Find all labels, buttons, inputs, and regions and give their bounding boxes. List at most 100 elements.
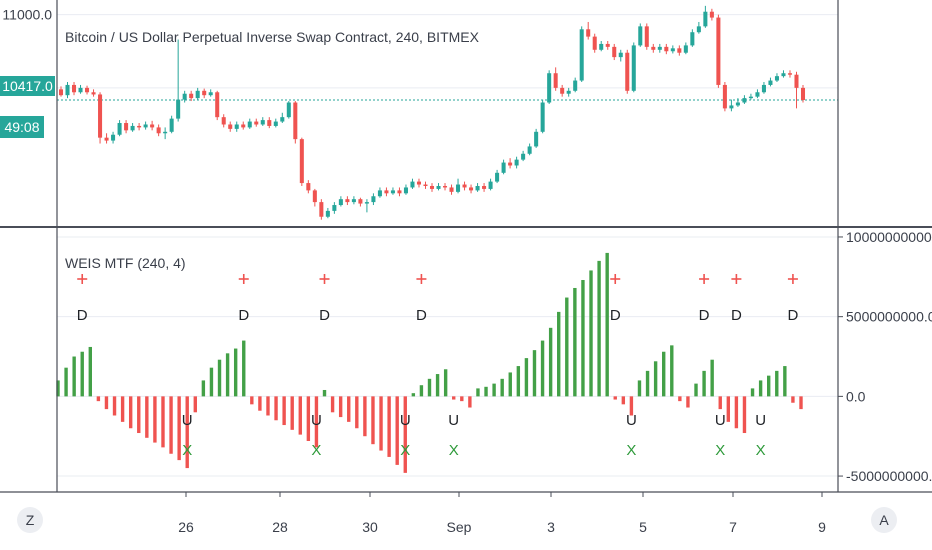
candle [482, 183, 487, 192]
candle [442, 183, 448, 191]
weis-bar [758, 380, 763, 397]
weis-grid [57, 236, 838, 477]
candle [579, 26, 584, 83]
weis-bar [565, 297, 569, 397]
cross-marker [699, 274, 710, 284]
zoom-button[interactable]: Z [17, 507, 43, 533]
candle [638, 23, 643, 47]
candle [690, 29, 695, 47]
cross-marker [416, 274, 427, 284]
d-marker: D [699, 307, 710, 324]
weis-bar [137, 396, 141, 434]
candle [787, 70, 793, 78]
weis-bar [403, 396, 407, 473]
candle [794, 71, 799, 109]
candle [423, 181, 428, 189]
candle [586, 21, 591, 40]
candle [514, 156, 519, 169]
weis-bar [750, 388, 755, 397]
auto-scale-button[interactable]: A [871, 507, 897, 533]
candle [150, 120, 155, 131]
candle [137, 123, 142, 131]
weis-bar [72, 356, 76, 397]
candle [286, 101, 291, 119]
weis-bar [581, 280, 585, 397]
candle [202, 88, 207, 99]
candle [456, 178, 461, 194]
candle [664, 43, 669, 55]
u-marker: U [400, 412, 411, 429]
candle [247, 118, 252, 129]
candle [163, 127, 168, 140]
candle [722, 82, 727, 112]
d-marker: D [77, 307, 88, 324]
candle [293, 101, 298, 144]
weis-bar [573, 287, 577, 397]
cross-marker [238, 274, 249, 284]
candle [130, 123, 135, 132]
candle [605, 41, 610, 50]
time-axis-labels: 26 28 30 Sep 3 5 7 9 [178, 492, 826, 535]
candle [501, 159, 506, 175]
candle [104, 133, 109, 144]
last-price-tag: 10417.0 [0, 76, 55, 96]
x-marker: X [715, 442, 725, 459]
time-tick-label: 9 [818, 519, 826, 535]
countdown-tag: 49:08 [0, 116, 44, 138]
candle [748, 93, 753, 100]
candle [85, 85, 90, 95]
weis-bar [177, 396, 181, 461]
candle [403, 184, 408, 195]
weis-bar-series [56, 252, 803, 473]
weis-bar [686, 396, 690, 408]
candle [267, 117, 272, 129]
candle [156, 124, 161, 137]
candle [683, 42, 688, 55]
x-marker: X [182, 442, 192, 459]
candle [547, 70, 552, 104]
weis-bar [250, 396, 254, 405]
weis-bar [443, 369, 448, 397]
weis-tick-label: 5000000000.0 [846, 309, 932, 325]
weis-bar [484, 386, 488, 397]
candle [573, 77, 578, 93]
weis-bar [330, 396, 335, 413]
candle [384, 187, 389, 197]
weis-bar [314, 396, 319, 448]
weis-bar [411, 393, 416, 397]
weis-bar [613, 396, 617, 400]
candle [768, 77, 773, 87]
candle [241, 121, 246, 130]
weis-bar [419, 385, 424, 397]
weis-bar [718, 396, 722, 410]
candle [488, 178, 493, 191]
time-tick-label: 26 [178, 519, 194, 535]
time-tick-label: 3 [547, 519, 555, 535]
candle [143, 121, 148, 130]
candle [696, 21, 701, 34]
candle [599, 41, 604, 52]
candle [371, 193, 376, 206]
weis-bar [460, 396, 464, 402]
time-tick-label: 28 [272, 519, 288, 535]
weis-bar [734, 396, 739, 429]
candle [208, 89, 213, 97]
weis-bar [128, 396, 133, 429]
candle [755, 89, 760, 99]
time-tick-label: 7 [729, 519, 737, 535]
candle [325, 207, 330, 219]
weis-bar [145, 396, 149, 438]
candle [117, 120, 122, 137]
candle [566, 87, 571, 97]
candle [182, 90, 187, 103]
weis-bar [710, 359, 714, 397]
weis-bar [379, 396, 383, 451]
cross-marker [77, 274, 88, 284]
weis-bar [225, 353, 230, 397]
weis-bar [645, 370, 650, 397]
weis-bar [322, 389, 327, 397]
d-marker: D [416, 307, 427, 324]
weis-bar [492, 383, 496, 397]
candle [228, 121, 233, 132]
candle [234, 121, 239, 132]
